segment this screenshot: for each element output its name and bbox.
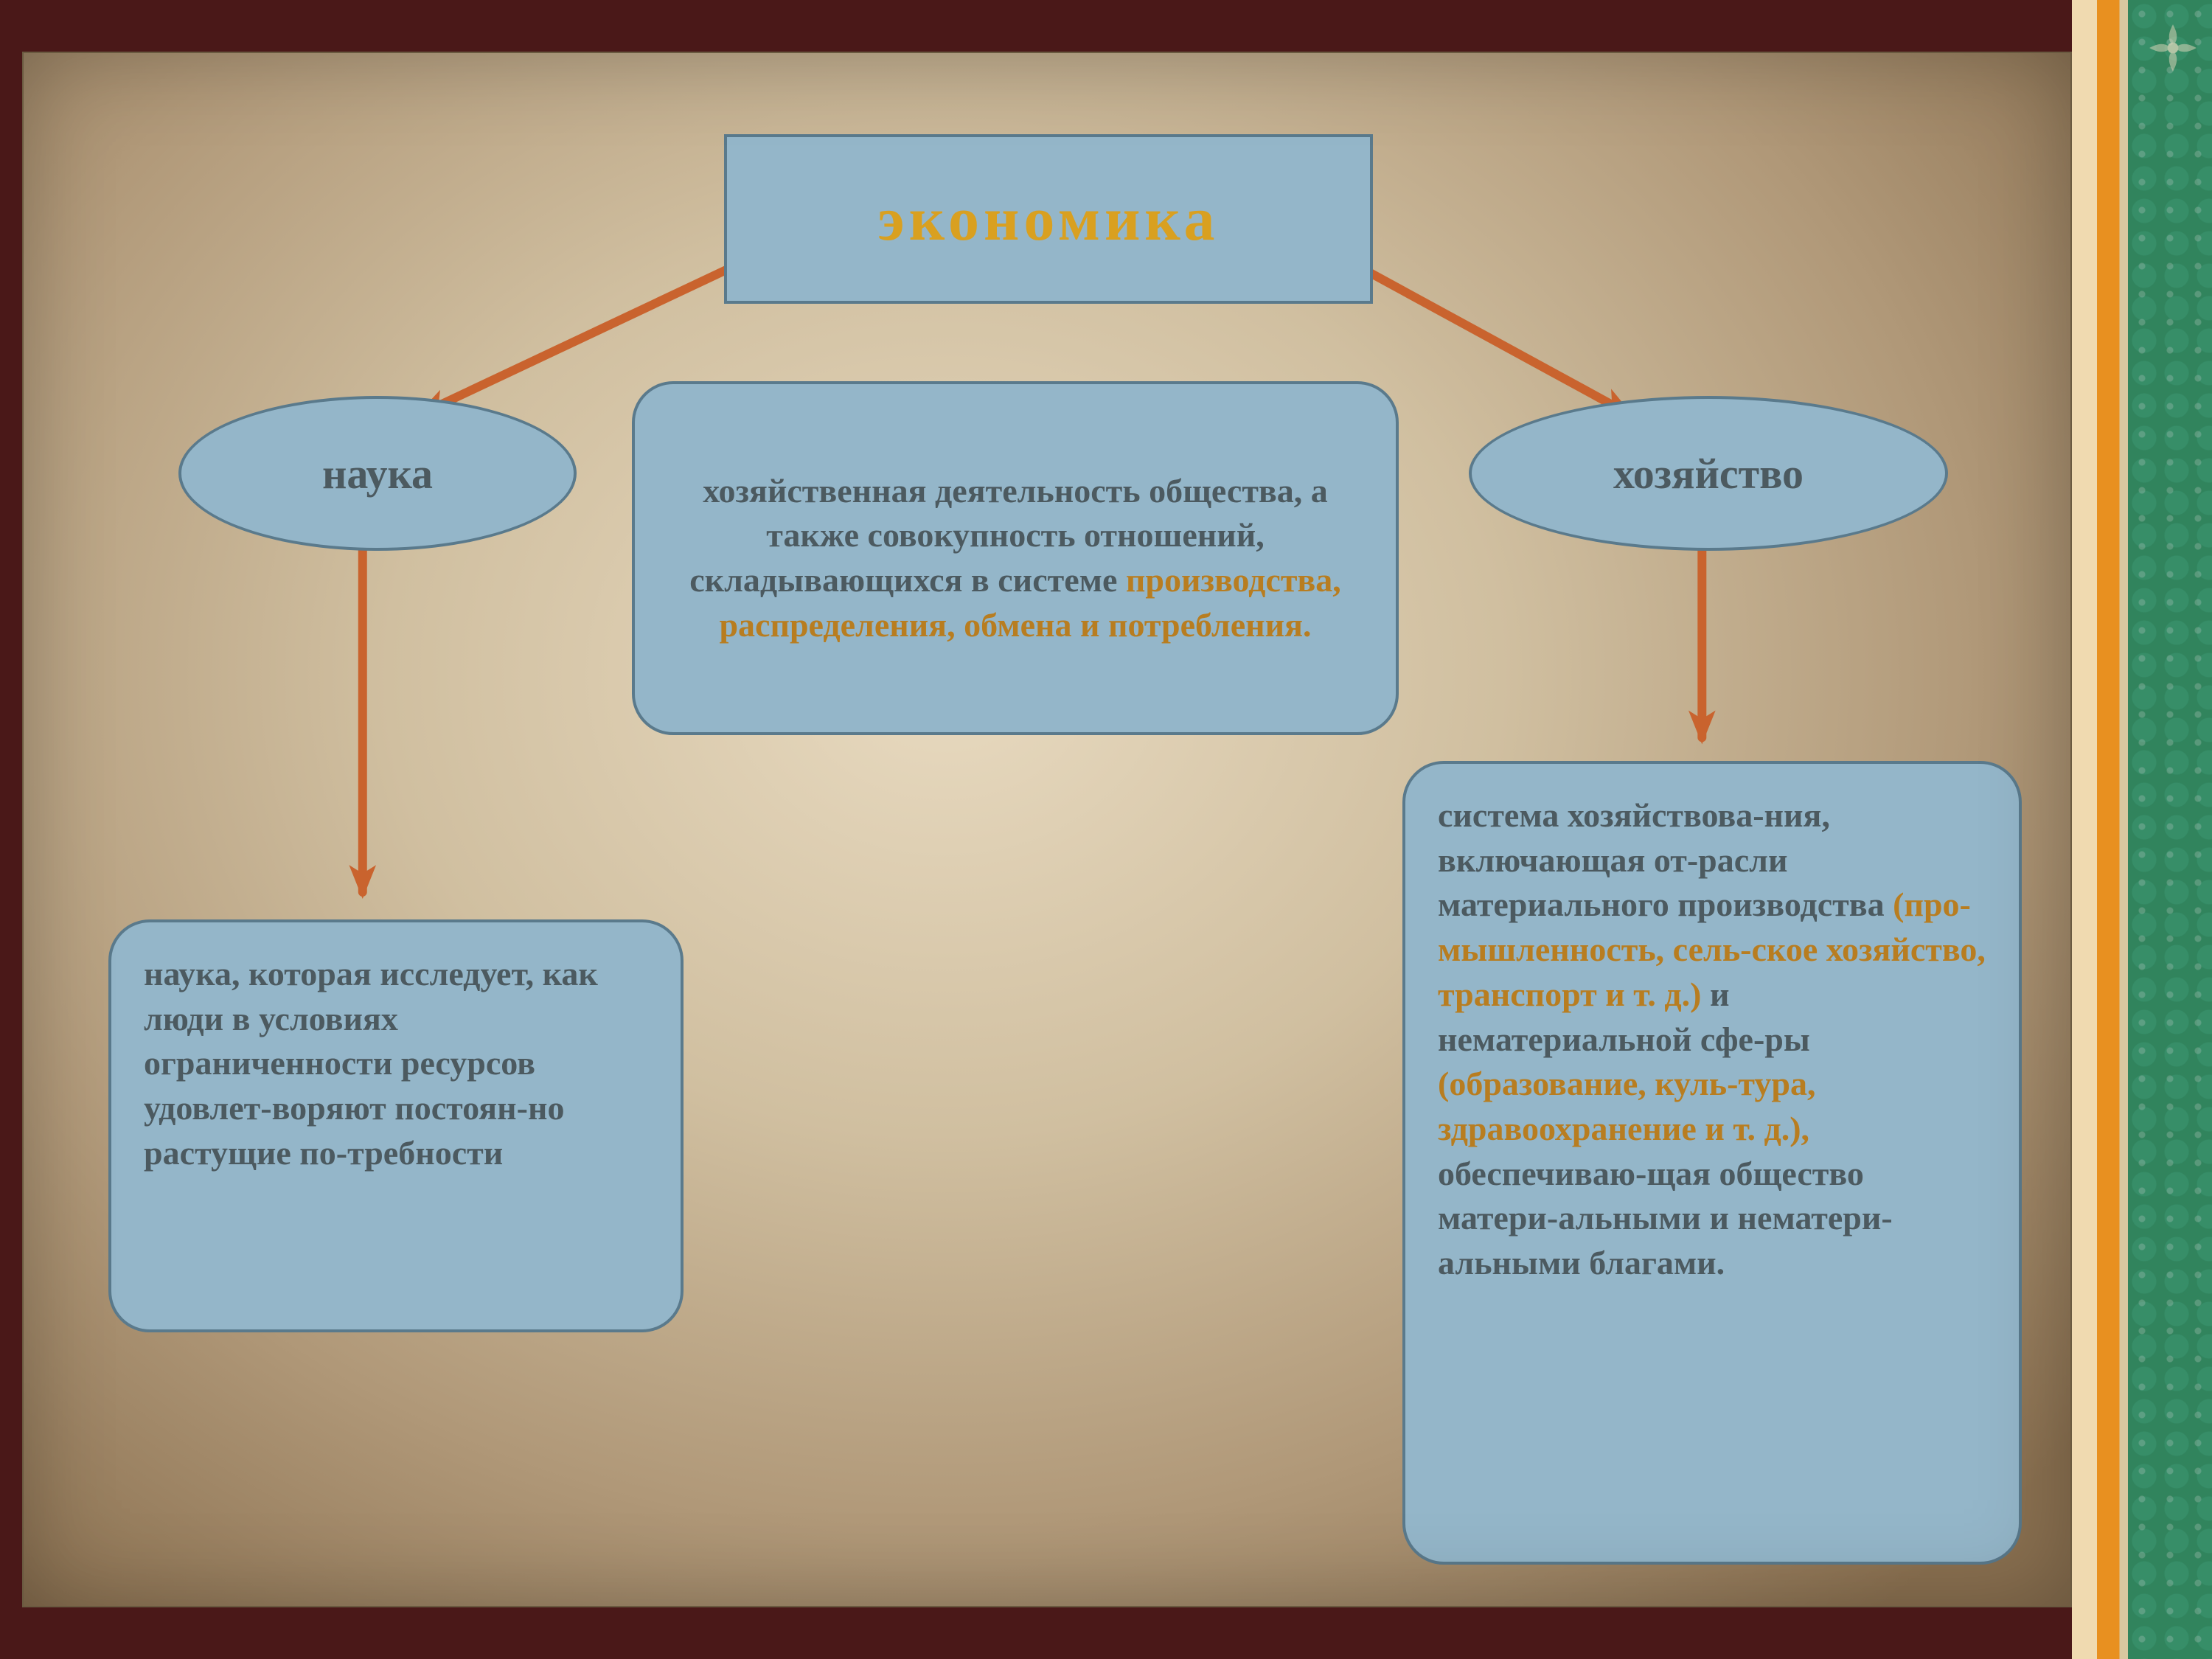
title-node: экономика [724,134,1373,304]
right-description: система хозяйствова-ния, включающая от-р… [1402,761,2022,1565]
ellipse-right-text: хозяйство [1613,449,1804,498]
left-description: наука, которая исследует, как люди в усл… [108,919,684,1332]
center-description: хозяйственная деятельность общества, а т… [632,381,1399,735]
title-text: экономика [877,184,1219,255]
left-description-text: наука, которая исследует, как люди в усл… [144,952,648,1176]
slide-canvas: экономика наука хозяйство хозяйственная … [22,52,2072,1607]
flower-icon [2147,22,2199,74]
center-description-text: хозяйственная деятельность общества, а т… [667,469,1363,648]
right-description-text: система хозяйствова-ния, включающая от-р… [1438,793,1986,1286]
ellipse-left: наука [178,396,577,551]
ellipse-left-text: наука [322,449,433,498]
ellipse-right: хозяйство [1469,396,1948,551]
outer-frame: экономика наука хозяйство хозяйственная … [0,0,2212,1659]
decorative-right-strip [2072,0,2212,1659]
